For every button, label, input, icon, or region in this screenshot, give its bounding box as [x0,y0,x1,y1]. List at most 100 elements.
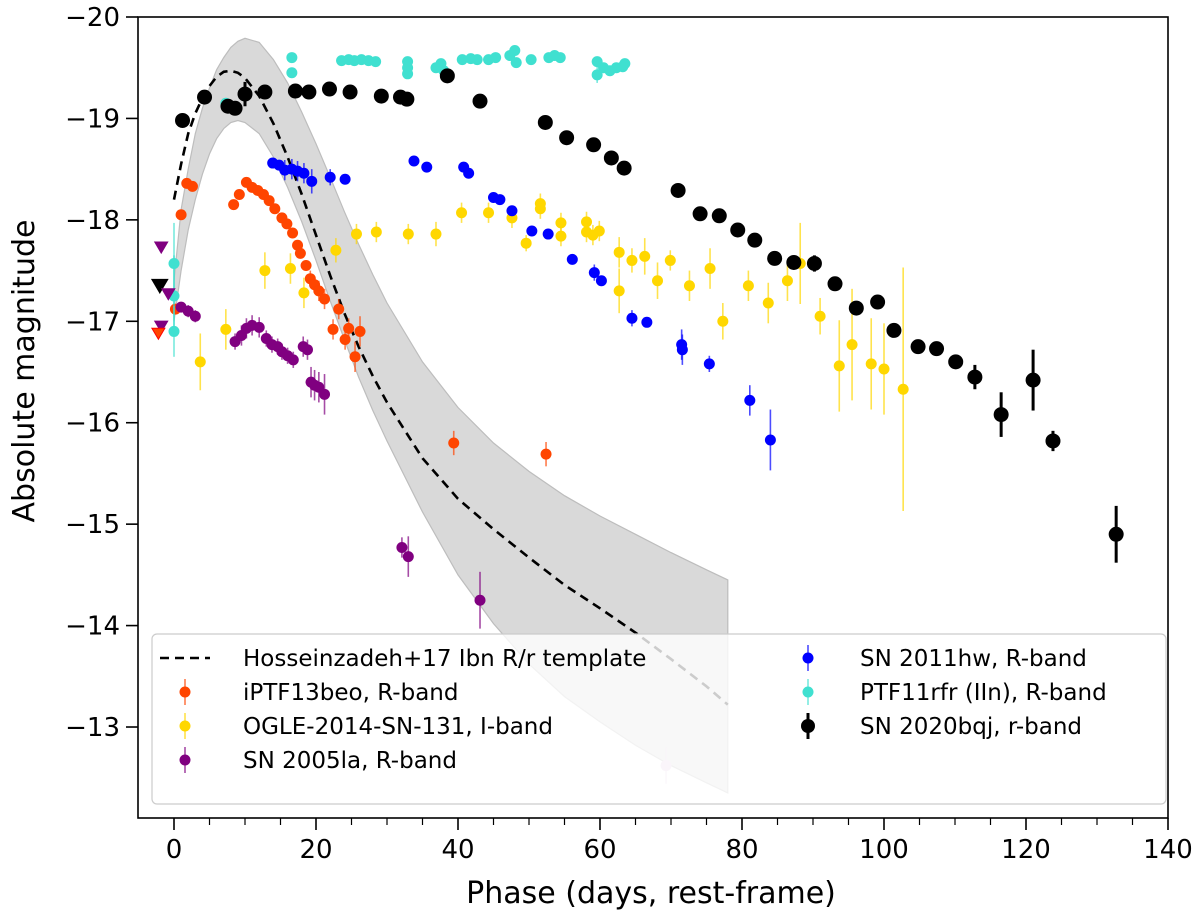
y-tick-label: −20 [65,3,120,33]
data-point [886,322,902,338]
data-point [1045,433,1061,449]
data-point [595,275,607,287]
data-point [494,194,506,206]
data-point [730,222,746,238]
data-point [762,297,774,309]
data-point [506,205,518,217]
data-point [639,250,651,262]
data-point [616,160,632,176]
legend-label: SN 2020bqj, r-band [860,714,1082,740]
data-point [626,254,638,266]
data-point [827,276,843,292]
data-point [559,130,575,146]
data-point [683,280,695,292]
data-point [767,250,783,266]
data-point [301,344,313,356]
y-axis-label: Absolute magnitude [7,220,42,523]
legend-label: SN 2011hw, R-band [860,646,1087,672]
data-point [555,230,567,242]
y-tick-label: −18 [65,206,120,236]
data-point [281,218,293,230]
data-point [652,275,664,287]
data-point [703,358,715,370]
x-tick-label: 140 [1143,835,1193,865]
legend-marker-icon [179,720,191,732]
legend-entry: Hosseinzadeh+17 Ibn R/r template [160,646,646,672]
data-point [472,93,488,109]
data-point [233,189,245,201]
upper-limits [150,241,176,341]
data-point [711,208,727,224]
data-point [287,83,303,99]
data-point [786,254,802,270]
data-point [313,285,325,297]
y-tick-label: −19 [65,104,120,134]
data-point [929,341,945,357]
data-point [402,228,414,240]
data-point [520,237,532,249]
data-point [228,199,240,211]
data-point [327,323,339,335]
data-point [490,52,502,64]
data-point [330,244,342,256]
data-point [474,594,486,606]
data-point [870,294,886,310]
data-point [197,89,213,105]
data-point [910,339,926,355]
data-point [833,360,845,372]
data-point [588,267,600,279]
legend-marker-icon [802,686,814,698]
data-point [593,225,605,237]
data-point [613,285,625,297]
data-point [878,363,890,375]
data-point [253,321,265,333]
legend-label: PTF11rfr (IIn), R-band [860,680,1107,706]
template-curve-layer [172,69,729,706]
data-point [294,247,306,259]
legend-marker-icon [801,719,815,733]
data-point [300,260,312,272]
y-tick-label: −13 [65,713,120,743]
data-point [897,383,909,395]
upper-limit-triangle [151,327,166,341]
legend-entry: OGLE-2014-SN-131, I-band [179,713,553,740]
legend-label: OGLE-2014-SN-131, I-band [243,714,553,740]
data-point [168,325,180,337]
data-point [613,246,625,258]
data-point [540,448,552,460]
data-point [448,437,460,449]
legend-label: iPTF13beo, R-band [243,680,458,706]
data-point [967,369,983,385]
template-curve [172,69,729,706]
data-point [865,358,877,370]
data-point [227,100,243,116]
data-point [781,275,793,287]
data-point [806,255,822,271]
data-point [220,323,232,335]
data-point [704,263,716,275]
data-point [319,293,331,305]
y-tick-label: −14 [65,612,120,642]
data-point [370,56,382,68]
data-point [676,344,688,356]
data-point [175,209,187,221]
data-point [717,315,729,327]
x-tick-label: 100 [859,835,909,865]
legend-entry: SN 2011hw, R-band [802,645,1087,672]
data-point [1025,372,1041,388]
data-point [664,254,676,266]
data-point [349,351,361,363]
x-tick-label: 20 [299,835,332,865]
data-point [370,226,382,238]
data-point [526,225,538,237]
data-point [284,263,296,275]
data-point [586,137,602,153]
data-point [237,86,253,102]
legend-box [151,633,1167,805]
series-sn-2011hw-r-band [267,155,776,471]
x-tick-label: 120 [1001,835,1051,865]
data-point [509,44,521,56]
data-points-layer [150,44,1124,784]
data-point [993,407,1009,423]
